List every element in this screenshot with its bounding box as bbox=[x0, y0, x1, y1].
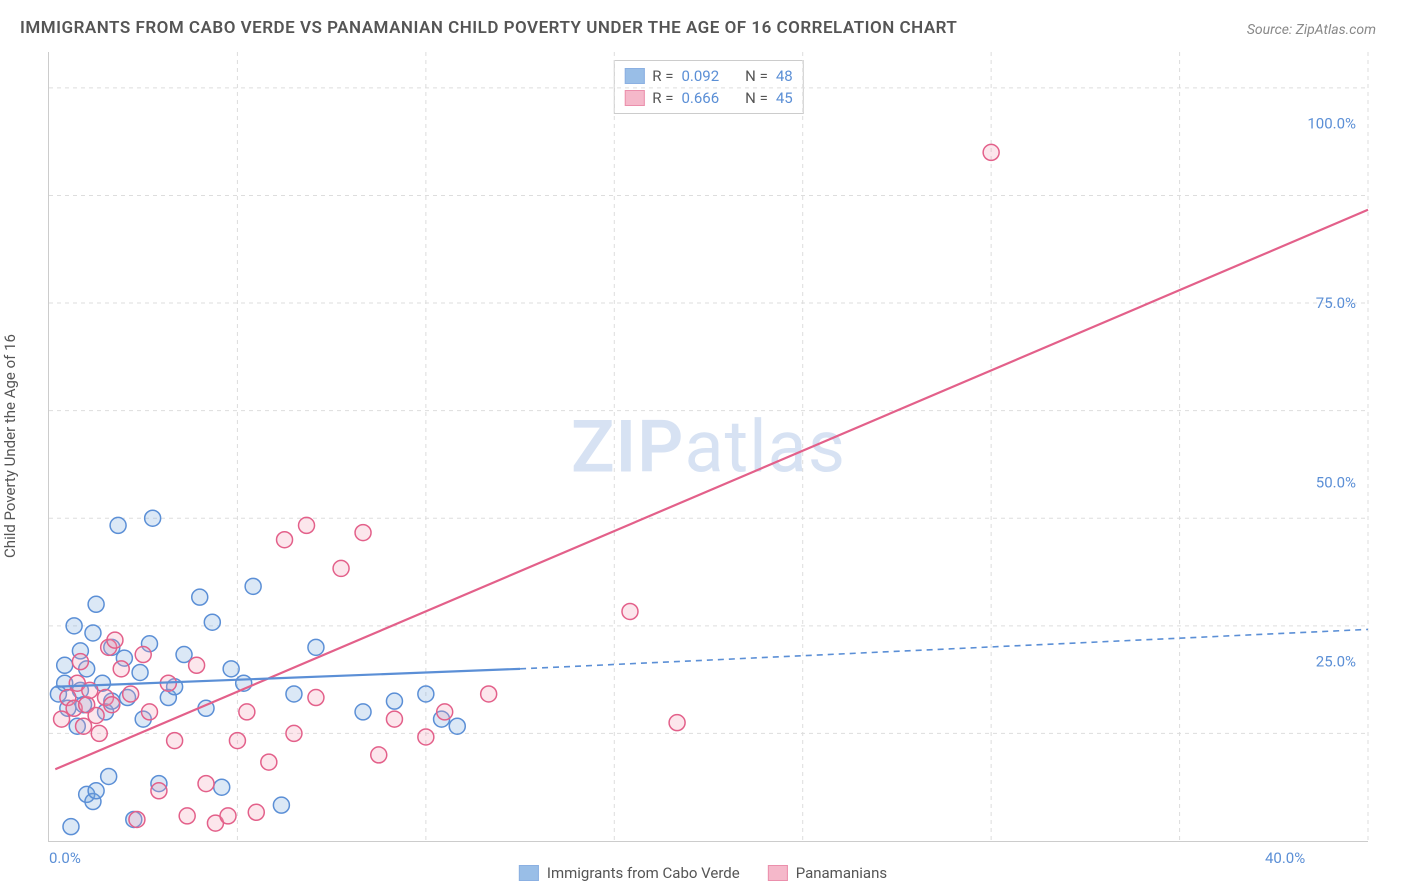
svg-text:0.0%: 0.0% bbox=[49, 849, 81, 867]
plot-area: ZIPatlas R = 0.092 N = 48 R = 0.666 N = … bbox=[48, 52, 1368, 842]
svg-text:50.0%: 50.0% bbox=[1316, 473, 1356, 491]
y-axis-label: Child Poverty Under the Age of 16 bbox=[1, 334, 19, 558]
svg-text:40.0%: 40.0% bbox=[1265, 849, 1305, 867]
plot-svg: 25.0%50.0%75.0%100.0%0.0%40.0% bbox=[49, 52, 1368, 841]
legend-bottom: Immigrants from Cabo Verde Panamanians bbox=[519, 864, 887, 882]
swatch-b2 bbox=[768, 865, 788, 881]
legend-item-b: Panamanians bbox=[768, 864, 887, 882]
legend-b-label: Panamanians bbox=[796, 864, 887, 882]
swatch-a2 bbox=[519, 865, 539, 881]
legend-item-a: Immigrants from Cabo Verde bbox=[519, 864, 740, 882]
chart-title: IMMIGRANTS FROM CABO VERDE VS PANAMANIAN… bbox=[20, 18, 957, 38]
svg-text:75.0%: 75.0% bbox=[1316, 294, 1356, 312]
legend-a-label: Immigrants from Cabo Verde bbox=[547, 864, 740, 882]
svg-text:25.0%: 25.0% bbox=[1316, 653, 1356, 671]
svg-text:100.0%: 100.0% bbox=[1307, 115, 1356, 133]
source-label: Source: ZipAtlas.com bbox=[1247, 22, 1376, 38]
